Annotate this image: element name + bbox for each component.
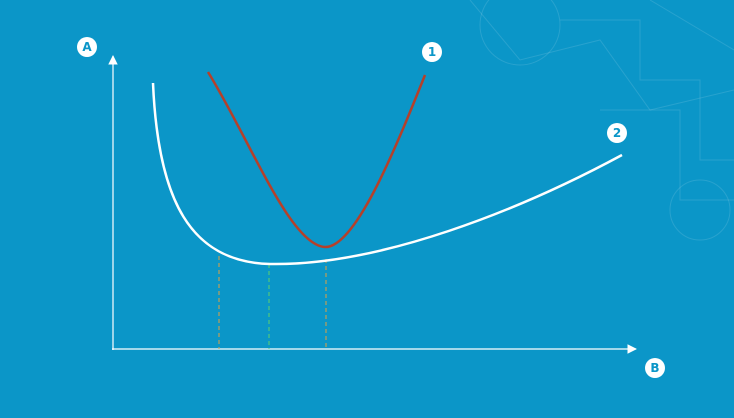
x-axis-label: B xyxy=(650,361,659,375)
badge xyxy=(645,358,665,378)
blueprint-decoration xyxy=(469,0,734,241)
curve-label: 2 xyxy=(613,126,621,140)
y-axis-label: A xyxy=(82,40,92,54)
curve-2 xyxy=(151,82,623,266)
badge xyxy=(77,37,97,57)
badge xyxy=(607,123,627,143)
curve-1 xyxy=(206,71,427,249)
curve-label: 1 xyxy=(428,45,436,59)
badge xyxy=(422,42,442,62)
